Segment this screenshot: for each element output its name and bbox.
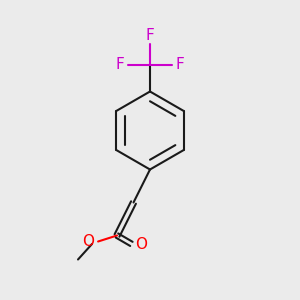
Text: O: O <box>135 237 147 252</box>
Text: F: F <box>176 57 184 72</box>
Text: F: F <box>116 57 124 72</box>
Text: O: O <box>82 234 94 249</box>
Text: F: F <box>146 28 154 44</box>
